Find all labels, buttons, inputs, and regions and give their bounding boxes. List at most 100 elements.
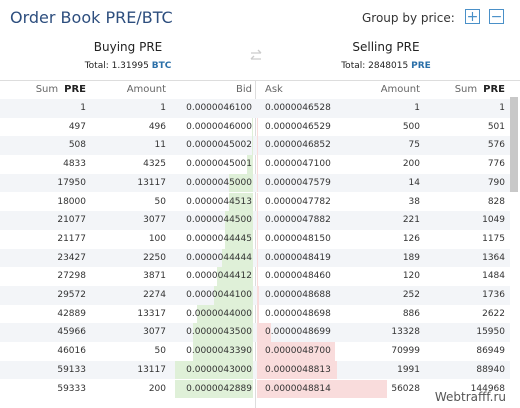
sell-depth-bar — [257, 304, 260, 324]
ask-price: 0.0000048460 — [265, 271, 331, 282]
buy-amount: 100 — [148, 233, 166, 244]
buy-depth-bar — [225, 229, 253, 249]
order-row: 46016 50 0.0000043390 0.0000048700 70999 8694… — [0, 342, 510, 361]
total-unit: BTC — [151, 61, 172, 71]
scrollbar[interactable] — [510, 97, 518, 192]
sell-depth-bar — [257, 192, 258, 212]
bid-price: 0.0000043390 — [186, 346, 252, 357]
ask-price: 0.0000048419 — [265, 252, 331, 263]
sell-amount: 189 — [402, 252, 420, 263]
buy-total: Total: 1.31995 BTC — [28, 61, 228, 71]
sell-depth-bar — [257, 211, 258, 230]
sell-total: Total: 2848015 PRE — [286, 61, 486, 71]
header-text: Bid — [236, 84, 252, 95]
buy-title: Buying PRE — [93, 40, 163, 54]
sell-depth-bar — [257, 286, 259, 305]
order-row: 17950 13117 0.0000045000 0.0000047579 14 790 — [0, 173, 510, 193]
buy-sum: 21077 — [57, 215, 86, 226]
sell-amount: 38 — [408, 196, 420, 207]
buy-depth-bar — [214, 286, 253, 305]
bid-price: 0.0000043000 — [186, 364, 252, 375]
buy-depth-bar — [229, 173, 253, 193]
bid-price: 0.0000044513 — [186, 196, 252, 207]
buy-depth-bar — [225, 211, 253, 230]
sell-amount: 1 — [414, 103, 420, 113]
buy-sum: 23427 — [57, 252, 86, 263]
buy-amount: 496 — [148, 121, 166, 132]
sell-amount: 200 — [402, 159, 420, 170]
buy-amount: 13117 — [137, 364, 166, 375]
column-header: Sum PRE — [455, 84, 505, 95]
bid-price: 0.0000045000 — [186, 177, 252, 188]
sell-sum: 776 — [487, 159, 505, 170]
header-text: Ask — [265, 84, 283, 95]
order-row: 45966 3077 0.0000043500 0.0000048699 13328 15… — [0, 323, 510, 343]
title: Order Book PRE/BTC — [10, 8, 173, 27]
column-header: Amount — [127, 84, 166, 95]
buy-sum: 497 — [68, 121, 86, 132]
ask-price: 0.0000047782 — [265, 196, 331, 207]
sell-amount: 13328 — [391, 327, 420, 338]
buy-amount: 11 — [154, 140, 166, 151]
zoom-out-button[interactable]: − — [489, 9, 504, 25]
zoom-in-button[interactable]: + — [465, 9, 480, 25]
sell-sum: 2622 — [482, 308, 505, 319]
order-row: 21077 3077 0.0000044500 0.0000047882 221 1049 — [0, 211, 510, 230]
buy-sum: 1 — [80, 103, 86, 113]
buy-sum: 46016 — [57, 346, 86, 357]
group-label: Group by price: — [362, 11, 455, 25]
header-text: Amount — [126, 84, 166, 95]
buy-amount: 3077 — [143, 327, 166, 338]
ask-price: 0.0000048700 — [265, 346, 331, 357]
buy-amount: 50 — [154, 346, 166, 357]
column-header: Amount — [381, 84, 420, 95]
sell-sum: 828 — [487, 196, 505, 207]
buy-sum: 18000 — [57, 196, 86, 207]
ask-price: 0.0000047100 — [265, 159, 331, 170]
sell-depth-bar — [257, 136, 258, 156]
bid-price: 0.0000042889 — [186, 383, 252, 394]
sell-amount: 500 — [402, 121, 420, 132]
sell-amount: 126 — [402, 233, 420, 244]
buy-sum: 4833 — [63, 159, 86, 170]
buy-depth-bar — [217, 267, 253, 286]
ask-price: 0.0000048814 — [265, 383, 331, 394]
order-row: 4833 4325 0.0000045001 0.0000047100 200 776 — [0, 155, 510, 174]
bid-price: 0.0000045002 — [186, 140, 252, 151]
sell-amount: 252 — [402, 290, 420, 300]
buy-amount: 200 — [148, 383, 166, 394]
buy-amount: 1 — [160, 103, 166, 113]
buy-amount: 2274 — [143, 290, 166, 300]
sell-sum: 88940 — [476, 364, 505, 375]
sell-depth-bar — [257, 173, 258, 193]
bid-price: 0.0000046100 — [186, 103, 252, 113]
buy-depth-bar — [246, 155, 253, 174]
swap-icon[interactable] — [249, 48, 263, 64]
sell-depth-bar — [257, 267, 259, 286]
ask-price: 0.0000048698 — [265, 308, 331, 319]
buy-depth-bar — [252, 117, 253, 137]
sell-depth-bar — [257, 248, 259, 268]
sell-sum: 86949 — [476, 346, 505, 357]
buy-depth-bar — [192, 342, 253, 361]
buy-depth-bar — [175, 360, 253, 380]
buy-amount: 3077 — [143, 215, 166, 226]
sell-sum: 15950 — [476, 327, 505, 338]
sell-sum: 1364 — [482, 252, 505, 263]
buy-sum: 21177 — [57, 233, 86, 244]
buy-sum: 508 — [68, 140, 86, 151]
watermark: Webtrafff.ru — [434, 390, 506, 404]
buy-sum: 29572 — [57, 290, 86, 300]
total-unit: PRE — [411, 61, 431, 71]
order-row: 42889 13317 0.0000044000 0.0000048698 886 262… — [0, 304, 510, 324]
total-text: Total: 2848015 — [341, 61, 409, 71]
bid-price: 0.0000043500 — [186, 327, 252, 338]
ask-price: 0.0000046529 — [265, 121, 331, 132]
sell-sum: 1175 — [482, 233, 505, 244]
sell-amount: 75 — [408, 140, 420, 151]
header-text: Sum — [35, 84, 59, 95]
order-row: 1 1 0.0000046100 0.0000046528 1 1 — [0, 99, 510, 118]
ask-price: 0.0000046852 — [265, 140, 331, 151]
buy-amount: 50 — [154, 196, 166, 207]
